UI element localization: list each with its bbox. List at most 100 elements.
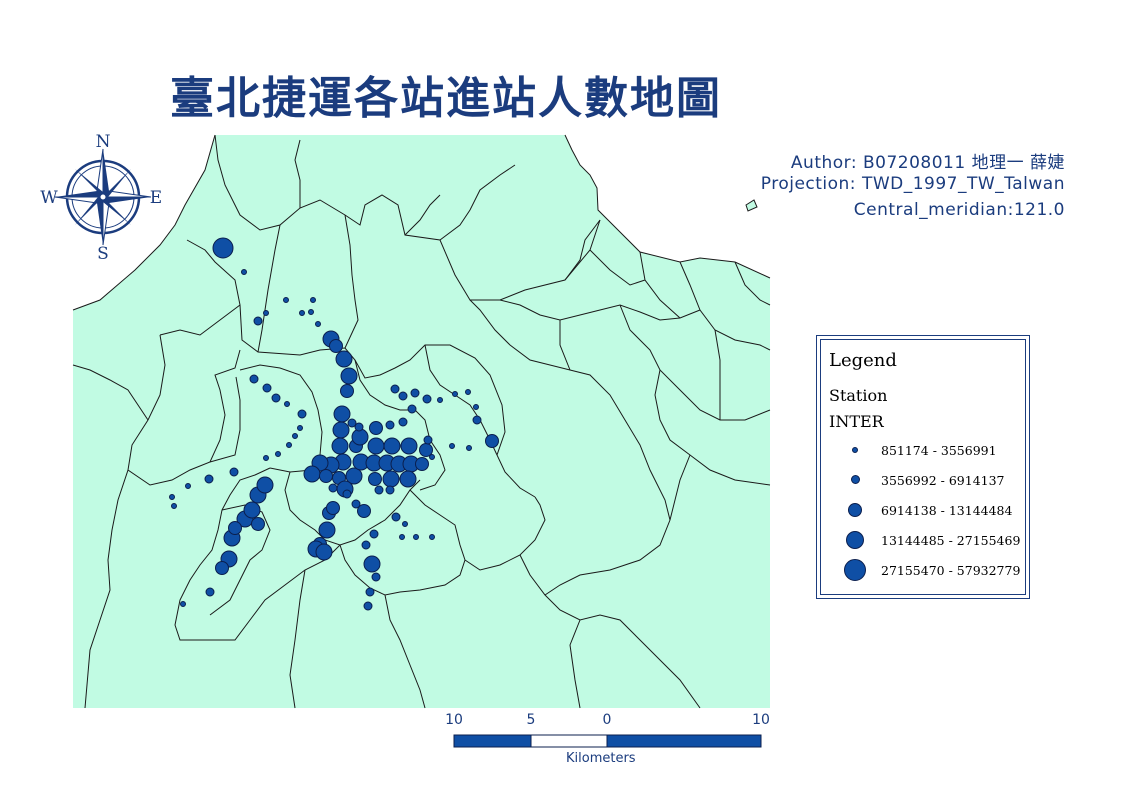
legend-class-4: 13144485 - 27155469 <box>817 528 1029 554</box>
station-point <box>369 421 383 435</box>
legend-layer-name: Station <box>829 386 888 405</box>
station-point <box>407 404 417 414</box>
station-point <box>253 316 263 326</box>
station-point <box>283 297 289 303</box>
map-title: 臺北捷運各站進站人數地圖 <box>170 73 722 124</box>
station-point <box>423 435 433 445</box>
legend-symbol-5 <box>844 559 866 581</box>
station-point <box>485 434 499 448</box>
station-point <box>332 421 350 439</box>
station-point <box>398 417 408 427</box>
station-point <box>185 483 191 489</box>
station-point <box>340 367 358 385</box>
station-point <box>368 472 382 486</box>
compass-rose-icon: N S E W <box>40 132 162 264</box>
station-point <box>363 555 381 573</box>
station-point <box>410 388 420 398</box>
station-point <box>263 310 269 316</box>
station-point <box>315 321 321 327</box>
legend-title: Legend <box>829 350 897 371</box>
legend-class-label: 6914138 - 13144484 <box>881 503 1013 518</box>
station-point <box>371 572 381 582</box>
station-point <box>326 501 340 515</box>
station-point <box>402 521 408 527</box>
station-point <box>331 437 349 455</box>
station-point <box>399 534 405 540</box>
legend: Legend Station INTER 851174 - 3556991 35… <box>816 335 1030 599</box>
central-meridian-text: Central_meridian:121.0 <box>853 200 1065 220</box>
station-point <box>357 504 371 518</box>
station-point <box>367 437 385 455</box>
compass-e-label: E <box>150 188 162 208</box>
station-point <box>400 437 418 455</box>
station-point <box>180 601 186 607</box>
station-point <box>365 587 375 597</box>
station-point <box>340 384 354 398</box>
scale-label-10-right: 10 <box>752 712 770 728</box>
station-point <box>374 485 384 495</box>
station-point <box>284 401 290 407</box>
legend-symbol-3 <box>848 503 862 517</box>
station-point <box>229 467 239 477</box>
station-point <box>347 418 357 428</box>
station-point <box>310 297 316 303</box>
legend-class-5: 27155470 - 57932779 <box>817 558 1029 584</box>
station-point <box>385 420 395 430</box>
station-point <box>292 433 298 439</box>
station-point <box>429 454 435 460</box>
legend-frame <box>820 339 1026 595</box>
station-point <box>271 393 281 403</box>
station-point <box>345 467 363 485</box>
station-symbols <box>169 237 499 611</box>
station-point <box>315 543 333 561</box>
legend-class-label: 851174 - 3556991 <box>881 443 997 458</box>
station-point <box>449 443 455 449</box>
station-point <box>382 470 400 488</box>
station-point <box>351 428 369 446</box>
station-point <box>333 405 351 423</box>
station-point <box>413 534 419 540</box>
station-point <box>299 310 305 316</box>
compass-n-label: N <box>96 132 111 152</box>
station-point <box>473 404 479 410</box>
legend-class-label: 27155470 - 57932779 <box>881 563 1021 578</box>
station-point <box>297 425 303 431</box>
station-point <box>361 540 371 550</box>
legend-class-label: 13144485 - 27155469 <box>881 533 1021 548</box>
scale-label-10-left: 10 <box>445 712 463 728</box>
author-text: Author: B07208011 地理一 薛婕 <box>790 153 1065 173</box>
legend-symbol-2 <box>851 475 860 484</box>
station-point <box>335 350 353 368</box>
station-point <box>249 374 259 384</box>
station-point <box>263 455 269 461</box>
compass-w-label: W <box>40 188 58 208</box>
station-point <box>251 517 265 531</box>
station-point <box>308 309 314 315</box>
station-point <box>303 465 321 483</box>
station-point <box>415 457 429 471</box>
compass-s-label: S <box>97 244 109 264</box>
station-point <box>318 521 336 539</box>
station-point <box>275 451 281 457</box>
district-boundaries <box>72 134 771 709</box>
station-point <box>228 521 242 535</box>
scale-bar <box>453 734 762 748</box>
station-point <box>398 391 408 401</box>
station-point <box>205 587 215 597</box>
station-point <box>342 489 352 499</box>
station-point <box>369 529 379 539</box>
station-point <box>328 483 338 493</box>
station-point <box>466 445 472 451</box>
station-point <box>419 443 433 457</box>
station-point <box>286 442 292 448</box>
station-point <box>465 389 471 395</box>
station-point <box>399 470 417 488</box>
legend-class-label: 3556992 - 6914137 <box>881 473 1005 488</box>
station-point <box>256 476 274 494</box>
station-point <box>391 512 401 522</box>
station-point <box>429 534 435 540</box>
station-point <box>319 469 333 483</box>
station-point <box>215 561 229 575</box>
scale-label-0: 0 <box>602 712 612 728</box>
